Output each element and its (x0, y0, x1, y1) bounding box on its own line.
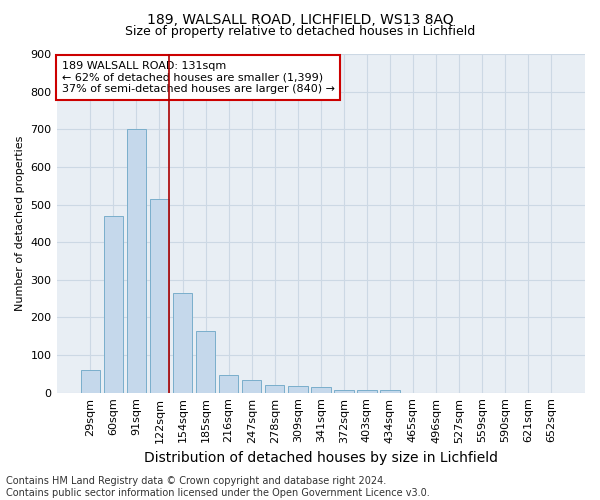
Bar (196, 330, 215, 392)
Bar (219, 375, 238, 392)
Text: Contains HM Land Registry data © Crown copyright and database right 2024.
Contai: Contains HM Land Registry data © Crown c… (6, 476, 430, 498)
Bar (104, 216, 123, 392)
Bar (288, 386, 308, 392)
Bar (380, 390, 400, 392)
Bar (265, 385, 284, 392)
Bar (80, 370, 100, 392)
Text: Size of property relative to detached houses in Lichfield: Size of property relative to detached ho… (125, 25, 475, 38)
Bar (357, 390, 377, 392)
Bar (334, 390, 353, 392)
Bar (149, 199, 169, 392)
Bar (127, 130, 146, 392)
Bar (242, 380, 262, 392)
Bar (311, 387, 331, 392)
X-axis label: Distribution of detached houses by size in Lichfield: Distribution of detached houses by size … (144, 451, 498, 465)
Bar (173, 293, 193, 392)
Text: 189 WALSALL ROAD: 131sqm
← 62% of detached houses are smaller (1,399)
37% of sem: 189 WALSALL ROAD: 131sqm ← 62% of detach… (62, 61, 335, 94)
Text: 189, WALSALL ROAD, LICHFIELD, WS13 8AQ: 189, WALSALL ROAD, LICHFIELD, WS13 8AQ (146, 12, 454, 26)
Y-axis label: Number of detached properties: Number of detached properties (15, 136, 25, 311)
